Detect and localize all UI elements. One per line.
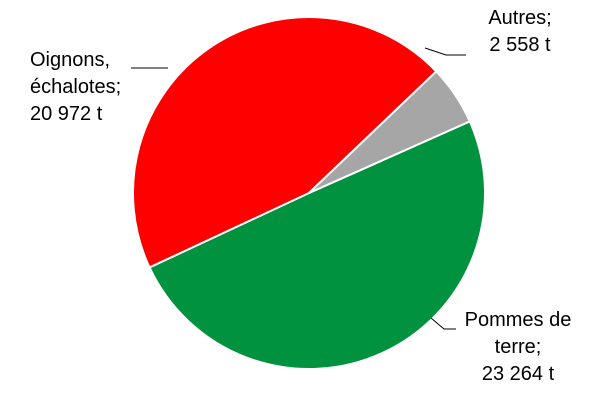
leader-line-autres	[424, 47, 466, 56]
label-oignons-echalotes-line3: 20 972 t	[30, 103, 103, 125]
label-autres: Autres; 2 558 t	[465, 5, 575, 59]
slice-pommes-de-terre	[148, 120, 486, 370]
label-pommes-de-terre: Pommes de terre; 23 264 t	[448, 307, 588, 388]
slice-autres	[308, 70, 472, 194]
leader-line-pommes-de-terre	[430, 317, 456, 330]
slices-group	[131, 15, 486, 370]
label-autres-line1: Autres;	[488, 7, 552, 29]
label-pommes-de-terre-line3: 23 264 t	[481, 363, 555, 385]
slice-oignons-echalotes	[131, 15, 438, 269]
label-pommes-de-terre-line1: Pommes de	[464, 309, 572, 331]
leader-lines-group	[131, 47, 466, 330]
label-oignons-echalotes-line2: échalotes;	[30, 76, 122, 98]
label-oignons-echalotes: Oignons, échalotes; 20 972 t	[30, 47, 150, 128]
label-autres-line2: 2 558 t	[489, 34, 551, 56]
label-pommes-de-terre-line2: terre;	[494, 336, 542, 358]
label-oignons-echalotes-line1: Oignons,	[30, 49, 111, 71]
